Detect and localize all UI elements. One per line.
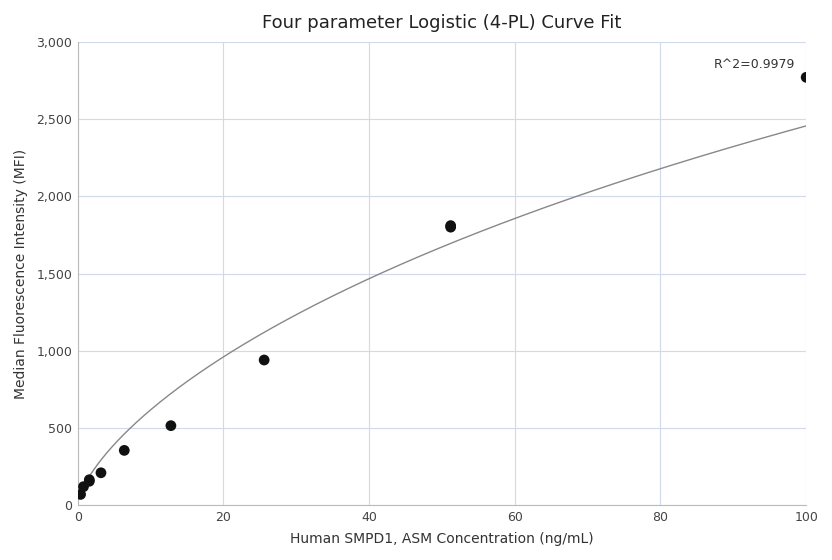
Point	[117, 446, 131, 455]
X-axis label: Human SMPD1, ASM Concentration (ng/mL): Human SMPD1, ASM Concentration (ng/mL)	[290, 532, 594, 546]
Point	[77, 482, 90, 491]
Point	[94, 468, 107, 477]
Y-axis label: Median Fluorescence Intensity (MFI): Median Fluorescence Intensity (MFI)	[14, 148, 28, 399]
Point	[164, 421, 177, 430]
Text: R^2=0.9979: R^2=0.9979	[714, 58, 795, 71]
Point	[800, 73, 813, 82]
Point	[74, 490, 87, 499]
Point	[82, 477, 96, 486]
Point	[82, 475, 96, 484]
Point	[444, 221, 458, 230]
Point	[444, 223, 458, 232]
Title: Four parameter Logistic (4-PL) Curve Fit: Four parameter Logistic (4-PL) Curve Fit	[262, 14, 622, 32]
Point	[257, 356, 270, 365]
